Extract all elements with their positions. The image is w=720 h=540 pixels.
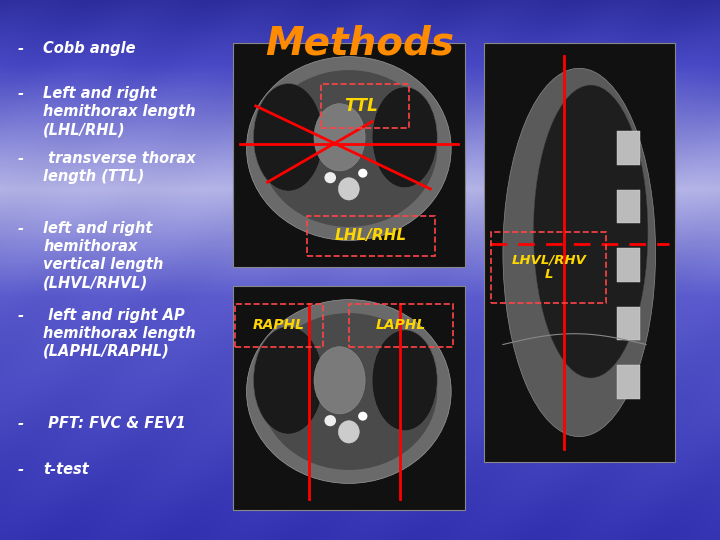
Ellipse shape (261, 313, 437, 470)
Bar (492, 232, 606, 302)
Text: RAPHL: RAPHL (253, 319, 305, 333)
Ellipse shape (338, 178, 359, 200)
Text: PFT: FVC & FEV1: PFT: FVC & FEV1 (43, 416, 186, 431)
Ellipse shape (503, 68, 656, 436)
Ellipse shape (246, 300, 451, 483)
Bar (235, 304, 323, 347)
Text: TTL: TTL (344, 97, 377, 115)
Ellipse shape (314, 104, 365, 171)
Text: left and right
hemithorax
vertical length
(LHVL/RHVL): left and right hemithorax vertical lengt… (43, 221, 163, 291)
Ellipse shape (358, 168, 367, 178)
Bar (618, 248, 640, 282)
Bar (618, 131, 640, 165)
Ellipse shape (253, 327, 323, 434)
Bar (321, 84, 409, 129)
Bar (484, 43, 675, 462)
Ellipse shape (358, 411, 367, 421)
Bar (307, 216, 435, 256)
Ellipse shape (534, 85, 648, 378)
Ellipse shape (253, 84, 323, 191)
Bar (349, 304, 454, 347)
Bar (618, 307, 640, 340)
Text: -: - (18, 416, 24, 431)
Text: -: - (18, 308, 24, 323)
Bar (618, 190, 640, 223)
Text: LAPHL: LAPHL (376, 319, 426, 333)
Ellipse shape (314, 347, 365, 414)
Text: Cobb angle: Cobb angle (43, 40, 135, 56)
Text: -: - (18, 40, 24, 56)
Ellipse shape (372, 87, 437, 188)
Ellipse shape (372, 330, 437, 431)
Text: LHL/RHL: LHL/RHL (335, 228, 407, 244)
Ellipse shape (338, 421, 359, 443)
Text: -: - (18, 151, 24, 166)
Text: t-test: t-test (43, 462, 89, 477)
Ellipse shape (325, 415, 336, 426)
Ellipse shape (325, 172, 336, 183)
Text: LHVL/RHV
L: LHVL/RHV L (511, 253, 586, 281)
Bar (233, 43, 465, 267)
Text: -: - (18, 462, 24, 477)
Text: -: - (18, 86, 24, 102)
Text: Left and right
hemithorax length
(LHL/RHL): Left and right hemithorax length (LHL/RH… (43, 86, 196, 137)
Ellipse shape (246, 57, 451, 240)
Bar (233, 286, 465, 510)
Bar (618, 366, 640, 399)
Text: Methods: Methods (266, 24, 454, 62)
Text: -: - (18, 221, 24, 237)
Text: left and right AP
hemithorax length
(LAPHL/RAPHL): left and right AP hemithorax length (LAP… (43, 308, 196, 359)
Text: transverse thorax
length (TTL): transverse thorax length (TTL) (43, 151, 196, 184)
Ellipse shape (261, 70, 437, 227)
